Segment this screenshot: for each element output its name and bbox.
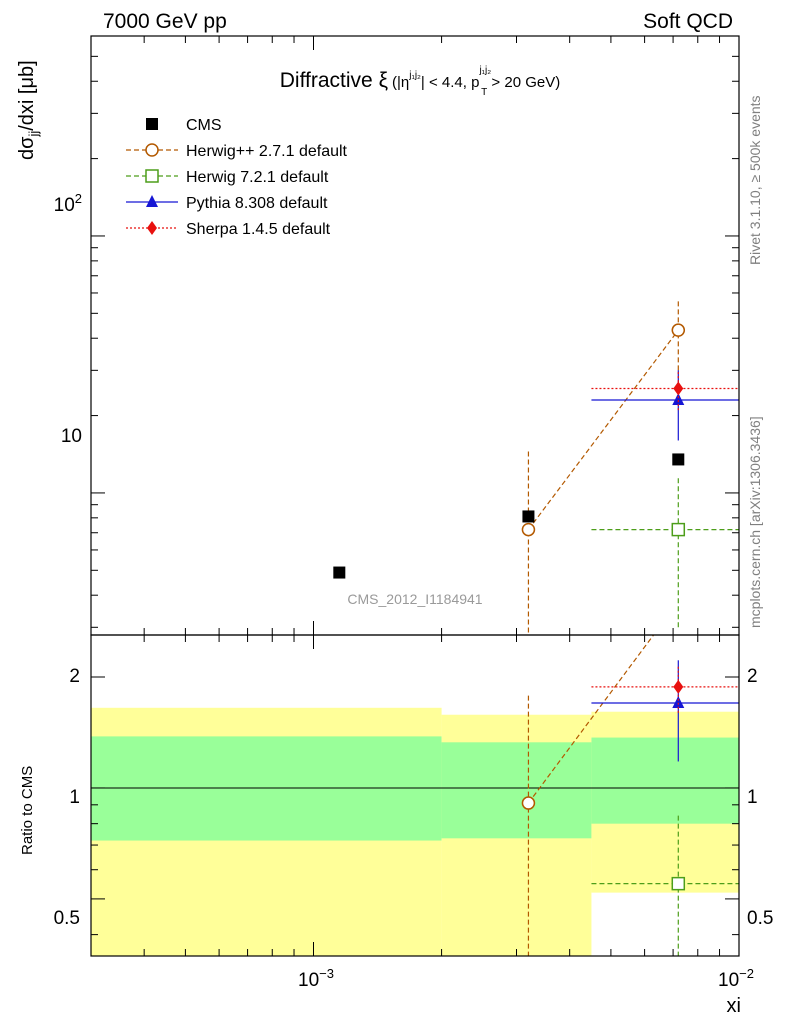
legend-marker-4 <box>147 221 157 235</box>
stat-band-0 <box>91 736 442 841</box>
stat-band-2 <box>591 737 739 824</box>
legend-label-2: Herwig 7.2.1 default <box>186 169 329 186</box>
ratio-panel-frame <box>90 634 740 957</box>
ratio-point <box>671 876 686 891</box>
main-ytick-label-100: 102 <box>54 191 82 216</box>
legend-label-4: Sherpa 1.4.5 default <box>186 221 331 238</box>
data-point <box>672 392 685 405</box>
ratio-ytick-label-1-right: 1 <box>747 787 758 808</box>
x-axis-label: xi <box>727 995 741 1017</box>
legend: CMS Herwig++ 2.7.1 default Herwig 7.2.1 de… <box>126 117 348 238</box>
rivet-version-label: Rivet 3.1.10, ≥ 500k events <box>747 95 763 265</box>
ratio-uncertainty-bands <box>91 707 739 956</box>
axis-ticks <box>90 35 740 956</box>
cms-data-point <box>333 566 346 579</box>
legend-marker-0 <box>146 118 158 130</box>
analysis-watermark: CMS_2012_I1184941 <box>347 591 482 607</box>
ratio-ytick-label-1: 1 <box>69 787 80 808</box>
ratio-point <box>521 796 536 810</box>
main-y-axis-label: dσjj/dxi [μb] <box>16 60 41 160</box>
legend-marker-1 <box>145 143 159 157</box>
legend-label-0: CMS <box>186 117 222 134</box>
plot-title: Diffractive ξ (|ηj₁j₂| < 4.4, pj₁j₂ T > 20… <box>280 65 560 98</box>
data-point <box>671 522 686 537</box>
cms-data-point <box>672 453 685 466</box>
ratio-y-axis-label: Ratio to CMS <box>19 766 36 855</box>
cms-data-point <box>522 510 535 523</box>
stat-band-1 <box>441 742 592 839</box>
xtick-label-1e-3: 10−3 <box>298 966 334 991</box>
header-process-label: Soft QCD <box>643 10 733 33</box>
ratio-point <box>672 696 685 709</box>
data-point <box>673 381 684 396</box>
ratio-ytick-label-05: 0.5 <box>54 908 80 929</box>
header-beam-label: 7000 GeV pp <box>103 10 227 33</box>
ratio-ytick-label-05-right: 0.5 <box>747 908 773 929</box>
main-ytick-label-10: 10 <box>61 426 82 447</box>
ratio-point <box>673 679 684 694</box>
legend-marker-2 <box>145 169 159 183</box>
ratio-ytick-label-2: 2 <box>69 666 80 687</box>
data-point <box>521 522 536 537</box>
series-line-0 <box>527 329 679 530</box>
legend-label-3: Pythia 8.308 default <box>186 195 328 212</box>
data-point <box>671 323 686 337</box>
ratio-ytick-label-2-right: 2 <box>747 666 758 687</box>
mcplots-source-label: mcplots.cern.ch [arXiv:1306.3436] <box>747 416 763 628</box>
ratio-data-layer <box>521 635 739 956</box>
legend-label-1: Herwig++ 2.7.1 default <box>186 143 348 160</box>
xtick-label-1e-2: 10−2 <box>718 966 754 991</box>
legend-marker-3 <box>146 195 158 207</box>
main-data-layer <box>333 298 739 635</box>
